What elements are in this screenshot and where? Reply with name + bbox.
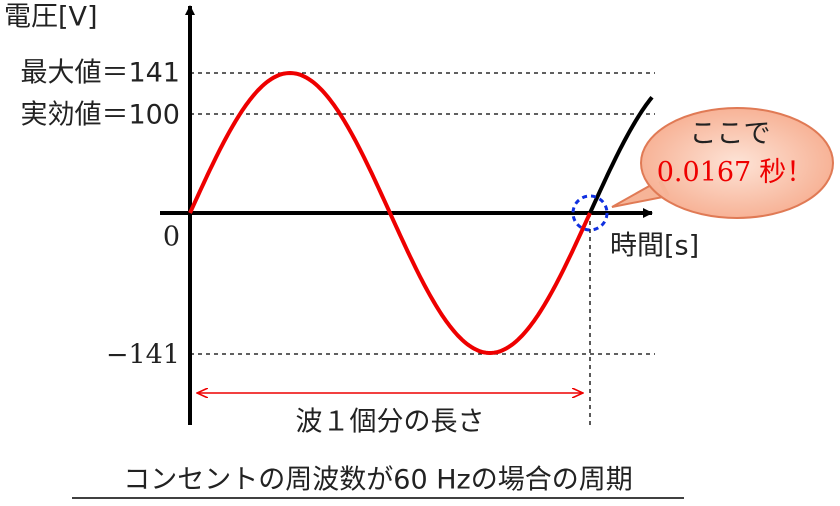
callout-line1: ここで: [690, 119, 771, 150]
tick-label: 実効値＝100: [20, 100, 180, 131]
caption: コンセントの周波数が60 Hzの場合の周期: [123, 465, 632, 496]
sine-wave: [188, 70, 592, 356]
tick-label: −141: [106, 340, 180, 371]
span-label: 波１個分の長さ: [296, 407, 485, 438]
guide-lines: [190, 72, 655, 425]
callout-join: [658, 180, 670, 197]
callout: [640, 107, 834, 219]
sine-continuation: [588, 95, 654, 214]
x-axis-label: 時間[s]: [610, 231, 699, 262]
tick-label: 最大値＝141: [20, 58, 180, 89]
callout-value: 0.0167: [657, 157, 751, 188]
y-axis-label: 電圧[V]: [4, 2, 98, 33]
tick-label: 0: [163, 222, 180, 253]
callout-unit: 秒！: [759, 157, 813, 188]
callout-line2: 0.0167 秒！: [657, 157, 813, 188]
crossing-marker: [571, 194, 609, 232]
